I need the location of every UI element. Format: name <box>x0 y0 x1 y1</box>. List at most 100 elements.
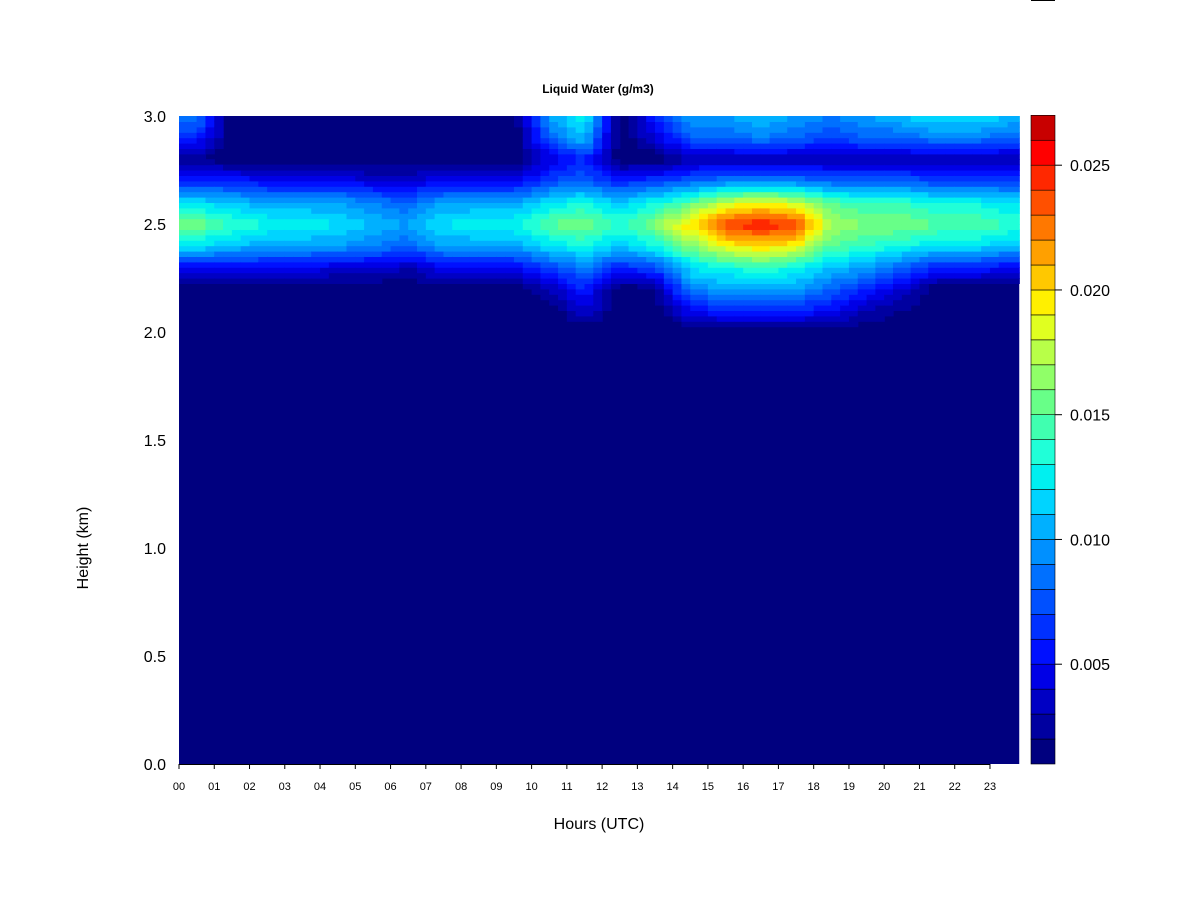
heatmap-cell <box>972 218 982 225</box>
heatmap-cell <box>522 186 533 193</box>
heatmap-cell <box>602 245 612 252</box>
heatmap-cell <box>584 159 594 166</box>
heatmap-cell <box>751 305 762 311</box>
heatmap-cell <box>945 213 956 220</box>
heatmap-cell <box>751 283 762 290</box>
heatmap-cell <box>813 197 824 203</box>
heatmap-cell <box>866 315 876 322</box>
heatmap-cell <box>610 218 621 225</box>
heatmap-cell <box>302 191 312 198</box>
heatmap-cell <box>1016 164 1020 171</box>
heatmap-cell <box>716 283 727 290</box>
heatmap-cell <box>884 294 894 301</box>
heatmap-cell <box>231 164 242 171</box>
heatmap-cell <box>540 278 550 284</box>
heatmap-cell <box>284 197 295 203</box>
heatmap-cell <box>954 251 965 257</box>
heatmap-cell <box>610 143 621 149</box>
heatmap-cell <box>875 234 885 241</box>
heatmap-cell <box>566 207 577 214</box>
heatmap-cell <box>610 132 621 139</box>
heatmap-cell <box>778 186 788 193</box>
heatmap-cell <box>945 148 956 155</box>
heatmap-cell <box>575 267 586 274</box>
heatmap-cell <box>205 186 215 193</box>
heatmap-cell <box>769 153 780 160</box>
heatmap-cell <box>602 305 612 311</box>
y-axis-label: Height (km) <box>75 507 92 590</box>
heatmap-cell <box>707 126 718 133</box>
heatmap-cell <box>522 245 533 252</box>
heatmap-cell <box>663 283 674 290</box>
heatmap-cell <box>998 132 1009 139</box>
heatmap-cell <box>381 240 392 247</box>
heatmap-cell <box>1016 240 1020 247</box>
heatmap-cell <box>549 288 559 295</box>
heatmap-cell <box>778 148 788 155</box>
heatmap-cell <box>487 229 497 236</box>
heatmap-cell <box>487 175 497 182</box>
heatmap-cell <box>302 170 312 176</box>
heatmap-cell <box>893 218 903 225</box>
heatmap-cell <box>840 170 850 176</box>
heatmap-cell <box>910 180 921 187</box>
heatmap-cell <box>531 148 542 155</box>
heatmap-cell <box>884 191 894 198</box>
heatmap-cell <box>311 164 321 171</box>
heatmap-cell <box>831 175 841 182</box>
heatmap-cell <box>716 224 727 230</box>
heatmap-cell <box>355 164 365 171</box>
heatmap-cell <box>919 126 929 133</box>
heatmap-cell <box>751 218 762 225</box>
heatmap-cell <box>963 153 973 160</box>
heatmap-cell <box>320 224 330 230</box>
heatmap-cell <box>328 224 339 230</box>
heatmap-cell <box>187 116 198 122</box>
heatmap-cell <box>699 288 709 295</box>
heatmap-cell <box>240 186 251 193</box>
heatmap-cell <box>179 126 189 133</box>
heatmap-cell <box>857 164 868 171</box>
heatmap-cell <box>690 321 700 328</box>
heatmap-cell <box>769 191 780 198</box>
heatmap-cell <box>963 245 973 252</box>
heatmap-cell <box>258 261 268 268</box>
heatmap-cell <box>831 261 841 268</box>
heatmap-cell <box>919 272 929 279</box>
heatmap-cell <box>381 261 392 268</box>
heatmap-cell <box>910 294 921 301</box>
colorbar-bin <box>1030 289 1056 316</box>
heatmap-cell <box>584 213 594 220</box>
heatmap-cell <box>866 310 876 317</box>
heatmap-cell <box>796 197 806 203</box>
heatmap-cell <box>522 191 533 198</box>
heatmap-cell <box>602 143 612 149</box>
x-tick-label: 10 <box>525 781 537 793</box>
heatmap-cell <box>469 267 480 274</box>
heatmap-cell <box>725 305 735 311</box>
heatmap-cell <box>558 207 568 214</box>
heatmap-cell <box>214 261 224 268</box>
heatmap-cell <box>760 132 771 139</box>
heatmap-cell <box>196 197 207 203</box>
heatmap-cell <box>928 126 938 133</box>
heatmap-cell <box>355 245 365 252</box>
heatmap-cell <box>214 116 224 122</box>
heatmap-cell <box>857 310 868 317</box>
colorbar-bin <box>1030 115 1056 141</box>
heatmap-cell <box>187 186 198 193</box>
heatmap-cell <box>566 315 577 322</box>
heatmap-cell <box>1016 229 1020 236</box>
heatmap-cell <box>734 143 744 149</box>
heatmap-cell <box>751 175 762 182</box>
heatmap-cell <box>998 170 1009 176</box>
heatmap-cell <box>875 175 885 182</box>
heatmap-cell <box>478 207 489 214</box>
heatmap-cell <box>928 278 938 284</box>
heatmap-cell <box>602 186 612 193</box>
heatmap-cell <box>813 126 824 133</box>
heatmap-cell <box>972 261 982 268</box>
heatmap-cell <box>205 126 215 133</box>
heatmap-cell <box>487 213 497 220</box>
heatmap-cell <box>769 186 780 193</box>
